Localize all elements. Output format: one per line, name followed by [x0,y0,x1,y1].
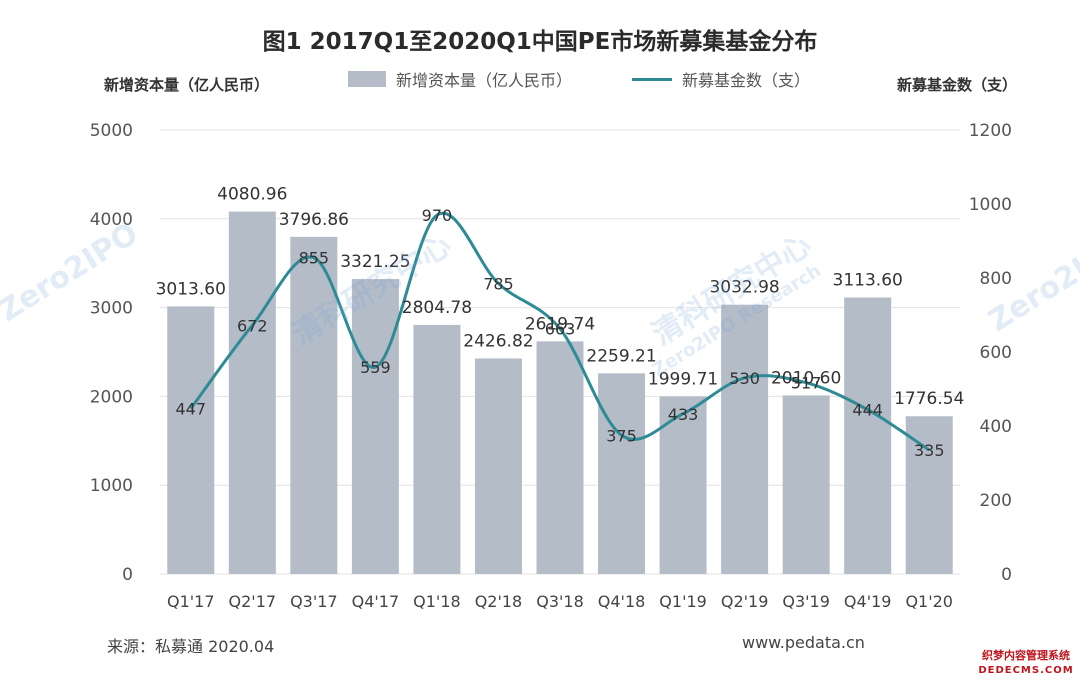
line-value-label: 559 [360,358,391,377]
site-url: www.pedata.cn [742,633,865,652]
legend-line-swatch [632,77,673,81]
x-tick-label: Q1'19 [659,592,707,611]
line-value-label: 375 [606,426,637,445]
line-value-label: 335 [914,441,945,460]
bar [905,416,953,574]
bar-value-label: 3032.98 [709,278,779,298]
bar [659,396,707,574]
x-tick-label: Q2'17 [229,592,277,611]
left-tick-label: 2000 [90,387,133,407]
bar [598,373,646,574]
bar-value-label: 1999.71 [648,369,718,389]
line-value-label: 517 [791,374,822,393]
bar [413,324,461,574]
x-tick-label: Q3'17 [290,592,338,611]
x-tick-label: Q3'18 [536,592,584,611]
bar-value-label: 2259.21 [586,346,656,366]
line-value-label: 433 [668,405,699,424]
bar [351,279,399,574]
right-tick-label: 200 [980,491,1012,511]
line-value-label: 447 [175,400,206,419]
bar-value-label: 1776.54 [894,389,964,409]
x-tick-label: Q1'20 [905,592,953,611]
bar [844,297,892,574]
left-tick-label: 1000 [90,476,133,496]
right-tick-label: 600 [980,343,1012,363]
line-value-label: 530 [729,369,760,388]
line-value-label: 672 [237,316,268,335]
bar [721,304,769,574]
x-tick-label: Q4'19 [844,592,892,611]
right-tick-label: 400 [980,417,1012,437]
bar-value-label: 3113.60 [833,271,903,291]
line-value-label: 970 [422,206,453,225]
right-tick-label: 1200 [969,121,1012,141]
right-tick-label: 0 [1001,565,1012,585]
left-axis-title: 新增资本量（亿人民币） [104,76,270,94]
left-tick-label: 3000 [90,299,133,319]
bar-value-label: 3796.86 [279,210,349,230]
line-value-label: 855 [299,249,330,268]
legend-bar-label: 新增资本量（亿人民币） [396,71,573,90]
x-tick-label: Q4'18 [598,592,646,611]
left-tick-label: 4000 [90,210,133,230]
right-axis-title: 新募基金数（支） [897,76,1018,94]
legend-line-label: 新募基金数（支） [682,71,811,90]
bar-value-label: 4080.96 [217,185,287,205]
bar [290,236,338,574]
stamp-cn: 织梦内容管理系统 [982,649,1070,662]
line-value-label: 785 [483,275,514,294]
bar-value-label: 2804.78 [402,298,472,318]
stamp-en: DEDECMS.COM [978,665,1074,676]
left-tick-label: 0 [122,565,133,585]
x-tick-label: Q3'19 [782,592,830,611]
line-value-label: 663 [545,320,576,339]
bar-value-label: 3321.25 [340,252,410,272]
bar-value-label: 2010.60 [771,368,841,388]
source-note: 来源：私募通 2020.04 [107,637,275,656]
line-value-label: 444 [852,401,883,420]
bar-value-label: 2619.74 [525,314,595,334]
bar [782,395,830,574]
bar [167,306,215,574]
x-tick-label: Q1'18 [413,592,461,611]
bar-value-label: 3013.60 [156,279,226,299]
legend-bar-swatch [348,71,386,87]
bar [474,358,522,574]
bar [228,211,276,574]
x-tick-label: Q4'17 [352,592,400,611]
x-tick-label: Q2'19 [721,592,769,611]
bar [536,341,584,574]
site-stamp: 织梦内容管理系统 DEDECMS.COM [974,648,1078,678]
bar-value-label: 2426.82 [463,331,533,351]
left-tick-label: 5000 [90,121,133,141]
right-tick-label: 800 [980,269,1012,289]
x-tick-label: Q1'17 [167,592,215,611]
fund-count-line [189,211,931,452]
legend: 新增资本量（亿人民币） 新募基金数（支） [348,67,810,91]
right-tick-label: 1000 [969,195,1012,215]
chart-title: 图1 2017Q1至2020Q1中国PE市场新募集基金分布 [262,29,818,55]
x-tick-label: Q2'18 [475,592,523,611]
